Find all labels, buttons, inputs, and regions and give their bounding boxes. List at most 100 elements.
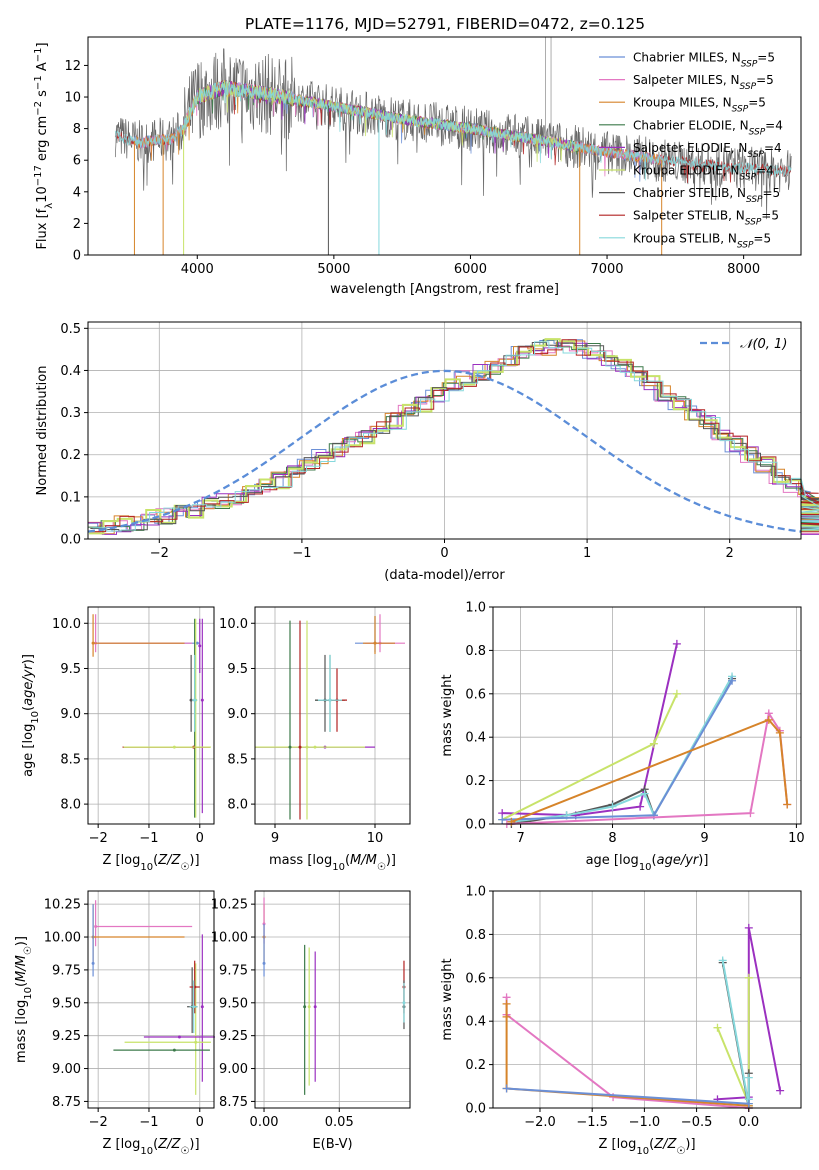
legend-count: =4 [764, 141, 782, 155]
y-axis-label: mass [log10(M/M☉)] [14, 936, 34, 1063]
x-axis-label: Z [log10(Z/Z☉)] [598, 1137, 695, 1157]
y-tick-label: 9.00 [219, 1062, 248, 1077]
axes-frame [87, 36, 802, 256]
figure-title: PLATE=1176, MJD=52791, FIBERID=0472, z=0… [245, 15, 645, 33]
label-part: −1 [33, 75, 44, 90]
legend-entry: Kroupa STELIB, NSSP=5 [633, 231, 771, 250]
legend-sub: SSP [740, 173, 757, 183]
age_weight-panel: 7 8 9 10 0.0 0.2 0.4 0.6 0.8 1.0 mass weight age [l… [440, 601, 805, 873]
label-part: ☉ [23, 946, 34, 955]
weight-marker [744, 1073, 753, 1082]
z_mass-panel: −2 −1 0 8.75 9.00 9.25 9.50 9.75 10.00 10.25 Z [lo… [14, 890, 216, 1157]
label-part: erg cm [35, 116, 50, 165]
weight-marker [783, 800, 792, 809]
weight-marker [776, 1086, 785, 1095]
y-tick-label: 10.25 [44, 898, 81, 913]
y-tick-label: 0.6 [465, 687, 486, 702]
data-point [402, 1001, 406, 1005]
legend-name: Chabrier ELODIE, N [633, 118, 749, 132]
label-part: ( [153, 853, 158, 868]
label-part: age/yr [657, 853, 700, 868]
legend-count: =5 [748, 96, 766, 110]
data-point [305, 745, 309, 749]
label-part: ( [345, 853, 350, 868]
label-part: )] [189, 1137, 199, 1152]
y-tick-label: 4 [73, 185, 81, 200]
label-part: Z/Z [157, 1137, 181, 1152]
y-tick-label: 0.4 [465, 731, 486, 746]
x-tick-label: 0.00 [250, 1115, 279, 1130]
y-tick-label: 8.0 [227, 798, 248, 813]
label-part: 10 [636, 1146, 649, 1157]
y-tick-label: 0.5 [60, 322, 81, 337]
label-part: 10 [140, 1146, 153, 1157]
y-tick-label: 0.8 [465, 928, 486, 943]
y-tick-label: 0.8 [465, 644, 486, 659]
axes-frame [254, 606, 411, 825]
normal-curve [87, 369, 802, 533]
x-tick-label: −2 [89, 1115, 108, 1130]
label-part: age [log [21, 724, 36, 777]
y-tick-label: 9.00 [52, 1062, 81, 1077]
legend-count: =5 [757, 51, 775, 65]
y-tick-label: 10.00 [44, 931, 81, 946]
y-tick-label: 0 [73, 249, 81, 264]
x-axis-label: age [log10(age/yr)] [586, 853, 709, 873]
y-tick-label: 10.0 [219, 617, 248, 632]
y-tick-label: 9.25 [52, 1029, 81, 1044]
data-point [193, 698, 197, 702]
label-part: mass [log [14, 1000, 29, 1063]
y-tick-label: 0.0 [465, 818, 486, 833]
weight-marker [746, 809, 755, 818]
label-part: 10 [332, 862, 345, 873]
data-point [91, 961, 95, 965]
weight-line [502, 643, 678, 817]
label-part: ( [14, 982, 29, 987]
weight-marker [672, 639, 681, 648]
y-tick-label: 12 [64, 59, 81, 74]
weight-marker [502, 1012, 511, 1021]
data-point [189, 698, 193, 702]
label-part: −2 [33, 101, 44, 116]
data-point [172, 745, 176, 749]
weight-line [721, 960, 750, 1106]
label-part: ☉ [180, 1146, 189, 1157]
label-part: )] [685, 1137, 695, 1152]
label-part: age [log [586, 853, 639, 868]
x-tick-label: 7000 [590, 262, 623, 277]
y-tick-label: 10.25 [211, 898, 248, 913]
legend-entry: Kroupa MILES, NSSP=5 [633, 96, 766, 115]
weight-marker [672, 689, 681, 698]
x-tick-label: −1 [139, 1115, 158, 1130]
legend-entry: Salpeter STELIB, NSSP=5 [633, 209, 779, 228]
label-part: λ [44, 203, 55, 209]
legend-name: Kroupa STELIB, N [633, 231, 737, 245]
data-point [192, 1005, 196, 1009]
z_age-panel: −2 −1 08.08.59.09.510.0Z [log10(Z/Z☉)]age … [21, 606, 215, 873]
y-tick-label: 9.0 [227, 707, 248, 722]
ebv_mass-panel: 0.00 0.05 8.75 9.00 9.25 9.50 9.75 10.00 10.25 E(… [211, 890, 411, 1152]
y-tick-label: 9.5 [227, 662, 248, 677]
y-tick-label: 9.75 [52, 963, 81, 978]
legend-sub: SSP [749, 127, 766, 137]
label-part: Z [log [102, 853, 140, 868]
label-part: ( [652, 853, 657, 868]
histogram-series [88, 340, 819, 535]
y-tick-label: 0.6 [465, 971, 486, 986]
z_weight-panel: −2.0 −1.5 −1.0 −0.5 0.0 0.0 0.2 0.4 0.6 0.8 1.0 mas… [440, 885, 802, 1157]
legend-name: Chabrier MILES, N [633, 51, 741, 65]
legend-count: =5 [753, 231, 771, 245]
weight-marker [744, 923, 753, 932]
x-tick-label: 0.0 [738, 1115, 759, 1130]
label-part: Z [log [598, 1137, 636, 1152]
weight-line [511, 718, 789, 823]
label-part: ( [153, 1137, 158, 1152]
y-tick-label: 8.5 [60, 752, 81, 767]
axes-frame [87, 890, 215, 1109]
x-axis-label: mass [log10(M/M☉)] [269, 853, 396, 873]
x-tick-label: 8000 [727, 262, 760, 277]
label-part: Flux [f [35, 208, 50, 249]
data-point [94, 925, 98, 929]
axes-frame [254, 890, 411, 1109]
x-tick-label: 10 [367, 831, 384, 846]
